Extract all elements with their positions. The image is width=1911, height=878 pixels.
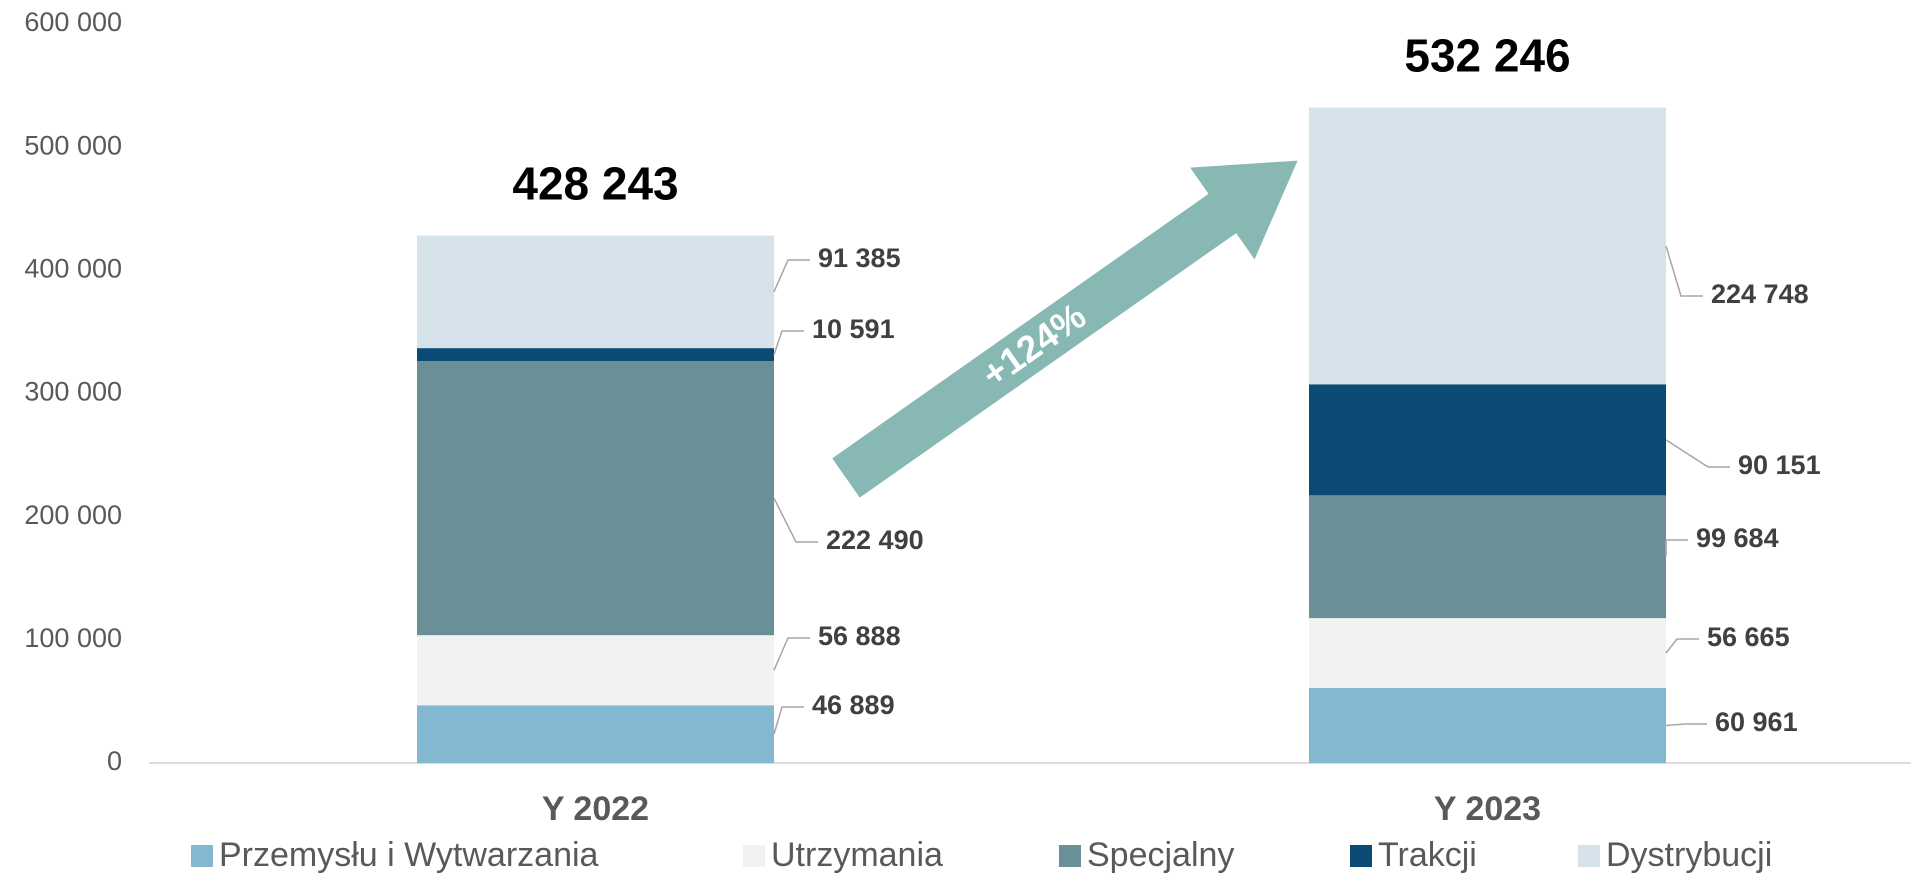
total-label: 428 243 xyxy=(512,158,678,210)
leader-line xyxy=(1665,638,1699,654)
leader-line xyxy=(1665,245,1703,297)
bar-segment xyxy=(417,348,774,362)
leader-line xyxy=(773,706,804,735)
value-label: 60 961 xyxy=(1715,707,1798,737)
leader-line xyxy=(1665,439,1730,468)
value-label: 99 684 xyxy=(1696,523,1779,553)
x-tick-label: Y 2023 xyxy=(1434,790,1541,828)
legend-label: Specjalny xyxy=(1087,836,1234,874)
bar-segment xyxy=(417,635,774,706)
y-tick-label: 500 000 xyxy=(24,130,122,160)
leader-line xyxy=(1665,723,1707,727)
arrow-shape xyxy=(832,160,1298,498)
legend-swatch xyxy=(743,845,765,867)
bar-segment xyxy=(1309,107,1666,385)
leader-line xyxy=(1665,539,1688,557)
legend-label: Przemysłu i Wytwarzania xyxy=(219,836,599,874)
x-tick-label: Y 2022 xyxy=(542,790,649,828)
legend-label: Utrzymania xyxy=(771,836,943,874)
y-tick-label: 200 000 xyxy=(24,500,122,530)
value-label: 224 748 xyxy=(1711,279,1809,309)
bar-segment xyxy=(1309,495,1666,619)
y-tick-label: 0 xyxy=(107,746,122,776)
bar-segment xyxy=(1309,618,1666,688)
leader-line xyxy=(773,497,818,543)
bar-segment xyxy=(1309,384,1666,496)
value-label: 56 665 xyxy=(1707,622,1790,652)
y-tick-label: 600 000 xyxy=(24,7,122,37)
bar-segment xyxy=(417,235,774,349)
leader-line xyxy=(773,259,810,293)
value-label: 90 151 xyxy=(1738,450,1821,480)
bar-segment xyxy=(417,705,774,763)
legend-swatch xyxy=(191,845,213,867)
value-label: 91 385 xyxy=(818,243,901,273)
legend-swatch xyxy=(1578,845,1600,867)
bar-segment xyxy=(417,361,774,636)
value-label: 222 490 xyxy=(826,525,924,555)
leader-line xyxy=(773,637,810,671)
value-label: 56 888 xyxy=(818,621,901,651)
bar-segment xyxy=(1309,687,1666,763)
legend-swatch xyxy=(1059,845,1081,867)
total-label: 532 246 xyxy=(1404,30,1570,82)
legend-label: Dystrybucji xyxy=(1606,836,1772,874)
legend-label: Trakcji xyxy=(1378,836,1477,874)
y-tick-label: 300 000 xyxy=(24,377,122,407)
value-label: 10 591 xyxy=(812,314,895,344)
y-tick-label: 400 000 xyxy=(24,253,122,283)
leader-line xyxy=(773,330,804,355)
y-tick-label: 100 000 xyxy=(24,623,122,653)
value-label: 46 889 xyxy=(812,690,895,720)
legend-swatch xyxy=(1350,845,1372,867)
